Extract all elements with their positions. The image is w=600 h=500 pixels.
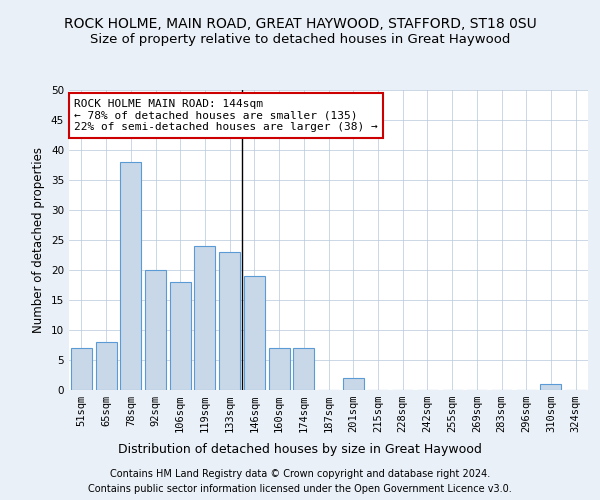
Bar [541,384,562,390]
Bar [269,348,290,390]
Text: Distribution of detached houses by size in Great Haywood: Distribution of detached houses by size … [118,442,482,456]
Text: Contains public sector information licensed under the Open Government Licence v3: Contains public sector information licen… [88,484,512,494]
Bar [71,348,92,390]
Bar [95,342,116,390]
Text: Contains HM Land Registry data © Crown copyright and database right 2024.: Contains HM Land Registry data © Crown c… [110,469,490,479]
Bar [120,162,141,390]
Text: Size of property relative to detached houses in Great Haywood: Size of property relative to detached ho… [90,32,510,46]
Text: ROCK HOLME, MAIN ROAD, GREAT HAYWOOD, STAFFORD, ST18 0SU: ROCK HOLME, MAIN ROAD, GREAT HAYWOOD, ST… [64,18,536,32]
Bar [219,252,240,390]
Bar [145,270,166,390]
Bar [170,282,191,390]
Bar [293,348,314,390]
Bar [343,378,364,390]
Y-axis label: Number of detached properties: Number of detached properties [32,147,46,333]
Text: ROCK HOLME MAIN ROAD: 144sqm
← 78% of detached houses are smaller (135)
22% of s: ROCK HOLME MAIN ROAD: 144sqm ← 78% of de… [74,99,378,132]
Bar [244,276,265,390]
Bar [194,246,215,390]
